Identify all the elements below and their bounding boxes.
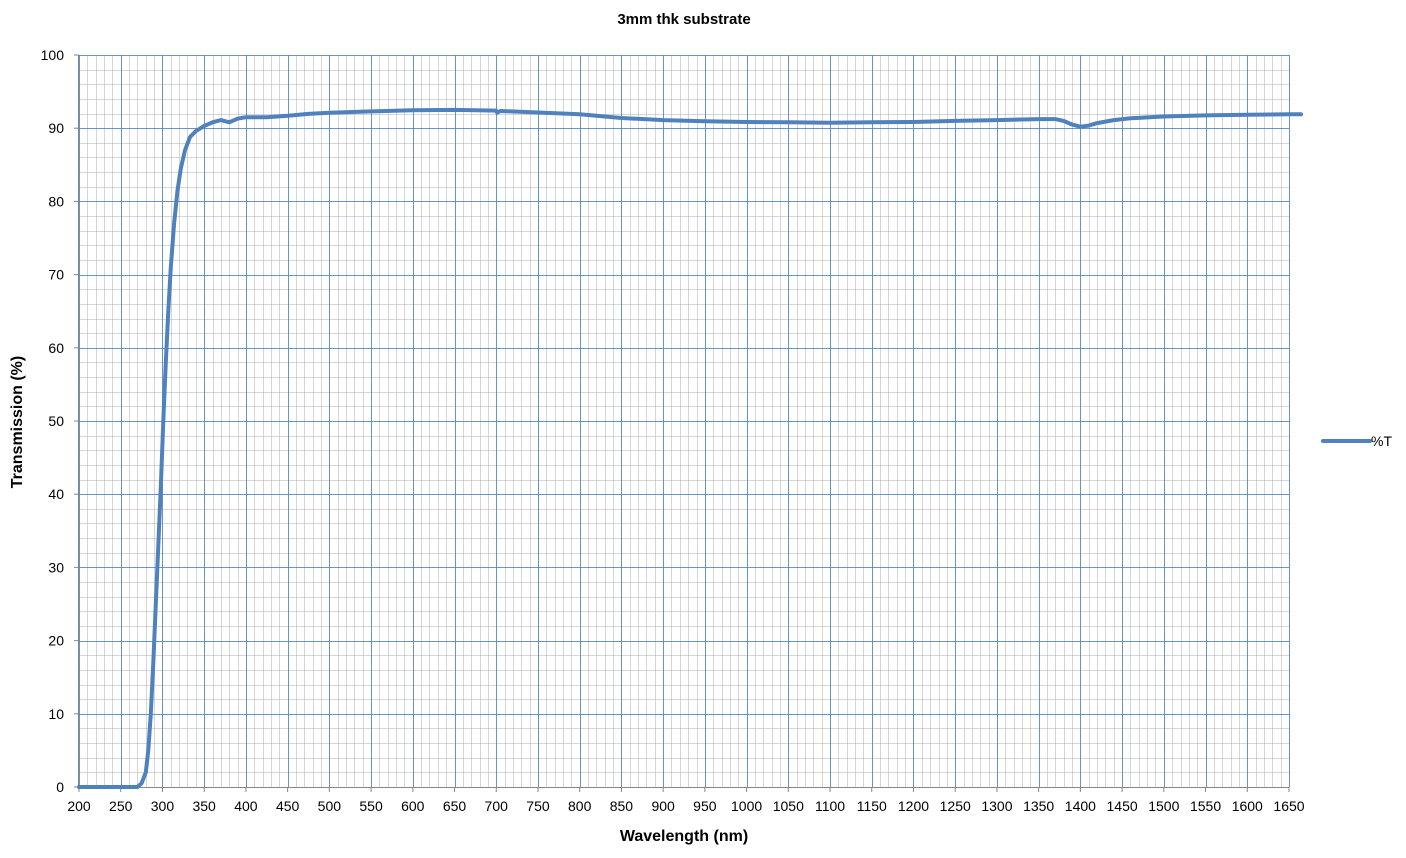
y-tick-label: 80 xyxy=(48,193,64,209)
x-tick-label: 1450 xyxy=(1107,798,1138,814)
x-tick-label: 1650 xyxy=(1273,798,1304,814)
y-tick-label: 0 xyxy=(56,779,64,795)
x-tick-label: 1200 xyxy=(898,798,929,814)
x-tick-label: 400 xyxy=(234,798,258,814)
y-tick-label: 70 xyxy=(48,267,64,283)
x-axis-title: Wavelength (nm) xyxy=(620,828,748,845)
x-tick-label: 1150 xyxy=(857,798,887,814)
x-tick-label: 1500 xyxy=(1148,798,1179,814)
series-layer xyxy=(77,107,1303,789)
series-line-0 xyxy=(77,107,1303,789)
x-tick-label: 1550 xyxy=(1190,798,1221,814)
axes xyxy=(74,54,1290,792)
x-tick-label: 1350 xyxy=(1023,798,1054,814)
x-tick-label: 700 xyxy=(485,798,509,814)
x-tick-label: 750 xyxy=(526,798,550,814)
x-tick-label: 1600 xyxy=(1232,798,1263,814)
x-tick-label: 200 xyxy=(67,798,91,814)
y-tick-label: 100 xyxy=(41,47,65,63)
x-tick-label: 450 xyxy=(276,798,300,814)
x-tick-label: 300 xyxy=(151,798,175,814)
x-tick-label: 1400 xyxy=(1065,798,1096,814)
y-axis-tick-labels: 0 10 20 30 40 50 60 70 80 90 100 xyxy=(41,47,65,795)
x-tick-label: 1000 xyxy=(731,798,762,814)
x-axis-tick-labels: 200 250 300 350 400 450 500 550 600 650 700 750 800 8… xyxy=(67,798,1304,814)
y-tick-label: 90 xyxy=(48,120,64,136)
x-tick-label: 950 xyxy=(693,798,717,814)
y-tick-label: 10 xyxy=(48,706,64,722)
x-tick-label: 1250 xyxy=(940,798,971,814)
y-tick-label: 50 xyxy=(48,413,64,429)
y-tick-label: 40 xyxy=(48,486,64,502)
y-tick-label: 30 xyxy=(48,559,64,575)
x-tick-label: 500 xyxy=(318,798,342,814)
x-tick-label: 350 xyxy=(192,798,216,814)
x-tick-label: 1050 xyxy=(773,798,804,814)
x-tick-label: 1300 xyxy=(981,798,1012,814)
chart-title: 3mm thk substrate xyxy=(617,11,750,28)
y-axis-title: Transmission (%) xyxy=(9,356,26,488)
y-tick-label: 20 xyxy=(48,633,64,649)
x-tick-label: 250 xyxy=(109,798,133,814)
x-tick-label: 850 xyxy=(610,798,634,814)
x-tick-label: 1100 xyxy=(815,798,845,814)
legend-series-label: %T xyxy=(1371,433,1392,449)
x-tick-label: 600 xyxy=(401,798,425,814)
x-tick-label: 800 xyxy=(568,798,592,814)
legend: %T xyxy=(1321,433,1392,449)
x-tick-label: 650 xyxy=(443,798,467,814)
x-tick-label: 550 xyxy=(359,798,383,814)
y-tick-label: 60 xyxy=(48,340,64,356)
x-tick-label: 900 xyxy=(651,798,675,814)
